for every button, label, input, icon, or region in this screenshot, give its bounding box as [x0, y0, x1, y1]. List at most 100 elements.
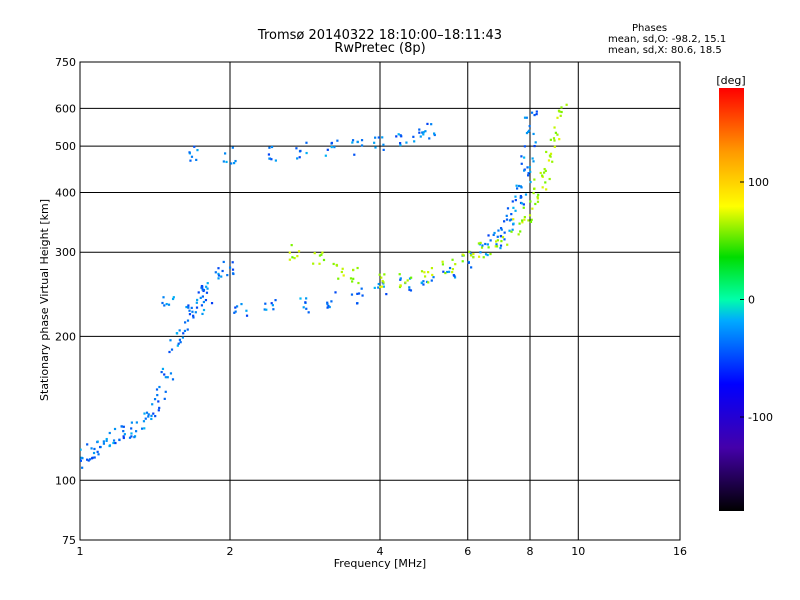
data-point: [298, 156, 301, 159]
data-point: [453, 276, 457, 279]
data-point: [552, 137, 556, 140]
data-point: [234, 159, 237, 163]
data-point: [122, 425, 125, 428]
data-point: [351, 139, 355, 142]
phase-stats-x: mean, sd,X: 80.6, 18.5: [608, 45, 722, 56]
data-point: [487, 234, 490, 237]
data-point: [265, 308, 268, 311]
data-point: [205, 285, 208, 288]
data-point: [529, 180, 532, 184]
data-point: [536, 197, 539, 200]
data-point: [529, 170, 532, 173]
data-point: [422, 133, 425, 136]
data-point: [202, 308, 206, 312]
data-point: [515, 184, 518, 187]
data-point: [86, 458, 89, 461]
data-point: [481, 244, 484, 247]
y-tick-labels: 75 100 200 300 400 500 600 750: [55, 56, 76, 547]
data-point: [520, 162, 523, 165]
x-tick-label: 4: [377, 545, 384, 558]
data-point: [234, 310, 237, 313]
x-axis-label: Frequency [MHz]: [334, 557, 426, 570]
data-point: [399, 278, 402, 281]
data-point: [418, 128, 421, 131]
data-point: [486, 243, 489, 246]
data-point: [506, 207, 510, 210]
data-point: [231, 261, 234, 264]
data-point: [536, 195, 539, 199]
data-point: [201, 288, 204, 291]
data-point: [226, 274, 229, 277]
y-tick-label: 500: [55, 140, 76, 153]
data-point: [479, 251, 482, 254]
data-point: [378, 273, 381, 276]
data-point: [160, 370, 163, 374]
data-point: [510, 218, 513, 221]
data-point: [508, 219, 512, 222]
data-point: [154, 415, 157, 418]
data-point: [130, 427, 133, 430]
data-point: [335, 263, 338, 267]
data-point: [487, 246, 490, 249]
data-point: [264, 302, 267, 305]
data-point: [234, 306, 237, 309]
data-point: [90, 447, 93, 450]
data-point: [162, 296, 165, 299]
data-point: [499, 235, 503, 238]
data-point: [430, 123, 433, 126]
data-point: [448, 270, 451, 273]
data-point: [195, 158, 198, 162]
data-point: [495, 243, 498, 246]
data-point: [270, 302, 273, 305]
data-point: [76, 457, 78, 459]
data-point: [453, 274, 456, 278]
data-point: [377, 286, 380, 289]
data-point: [519, 230, 522, 233]
data-point: [408, 277, 412, 280]
data-point: [451, 258, 454, 261]
data-point: [327, 304, 330, 308]
data-point: [176, 332, 179, 335]
x-tick-label: 8: [527, 545, 534, 558]
data-point: [330, 145, 333, 149]
data-point: [290, 244, 293, 247]
data-point: [313, 252, 316, 255]
x-tick-label: 16: [673, 545, 687, 558]
data-point: [535, 110, 538, 113]
data-point: [418, 131, 421, 134]
data-point: [240, 302, 243, 306]
data-point: [201, 312, 204, 316]
data-point: [497, 229, 500, 232]
data-point: [268, 146, 271, 149]
data-point: [510, 213, 513, 216]
data-point: [184, 321, 187, 324]
colorbar-tick-label: -100: [748, 411, 773, 424]
data-point: [432, 276, 435, 279]
data-point: [534, 141, 537, 144]
data-point: [352, 277, 355, 280]
data-point: [523, 116, 527, 119]
data-point: [80, 458, 82, 461]
data-point: [330, 300, 333, 303]
data-point: [499, 244, 503, 247]
data-point: [324, 154, 327, 157]
data-point: [88, 458, 92, 461]
data-point: [147, 413, 150, 416]
data-point: [529, 220, 533, 223]
data-point: [493, 231, 496, 235]
phase-stats-o: mean, sd,O: -98.2, 15.1: [608, 34, 727, 45]
data-point: [349, 277, 353, 280]
data-point: [189, 159, 192, 162]
data-point: [554, 131, 557, 134]
data-point: [405, 141, 408, 144]
data-point: [544, 181, 547, 184]
data-point: [501, 236, 505, 239]
data-point: [512, 206, 515, 209]
data-point: [342, 274, 345, 277]
data-point: [112, 441, 115, 445]
data-point: [517, 184, 521, 188]
data-point: [522, 169, 526, 172]
data-point: [424, 130, 427, 133]
data-point: [206, 282, 209, 285]
data-point: [380, 276, 383, 279]
